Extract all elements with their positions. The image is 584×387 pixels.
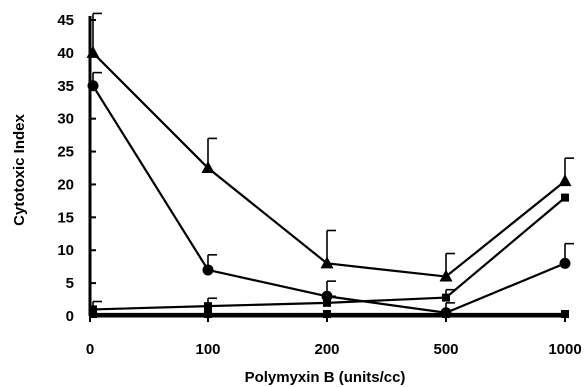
data-point-circle: [87, 80, 99, 92]
y-tick-label: 45: [57, 12, 74, 29]
data-point-triangle: [86, 45, 100, 58]
data-point-square: [89, 305, 97, 314]
y-axis-title: Cytotoxic Index: [11, 113, 28, 225]
axes: [88, 16, 566, 318]
x-axis-title: Polymyxin B (units/cc): [245, 369, 406, 386]
y-tick-label: 5: [66, 275, 74, 292]
data-point-triangle: [439, 269, 453, 282]
series-3: [89, 193, 569, 314]
series-line: [92, 85, 566, 314]
data-point-triangle: [558, 174, 572, 187]
y-tick-label: 30: [57, 111, 74, 128]
series-4: [89, 310, 569, 319]
series-line: [92, 52, 566, 278]
y-tick-label: 15: [57, 209, 74, 226]
y-tick-label: 0: [66, 308, 74, 325]
data-point-square: [204, 302, 212, 311]
y-tick-label: 10: [57, 242, 74, 259]
data-point-square: [89, 310, 97, 319]
data-point-square: [442, 310, 450, 319]
data-point-square: [323, 310, 331, 319]
data-point-square: [204, 310, 212, 319]
series-1: [86, 12, 574, 282]
x-tick-label: 0: [86, 341, 94, 358]
y-tick-label: 40: [57, 45, 74, 62]
data-point-square: [323, 298, 331, 307]
x-tick-label: 500: [433, 341, 458, 358]
data-point-triangle: [320, 256, 334, 269]
x-tick-label: 100: [195, 341, 220, 358]
y-tick-label: 20: [57, 176, 74, 193]
y-tick-label: 25: [57, 144, 74, 161]
series-group: [86, 12, 574, 319]
data-point-triangle: [201, 161, 215, 173]
data-point-square: [442, 293, 450, 302]
x-tick-label: 200: [314, 341, 339, 358]
data-point-square: [561, 193, 569, 202]
data-point-circle: [559, 257, 571, 269]
data-point-square: [561, 310, 569, 319]
x-tick-label: 1000: [548, 341, 581, 358]
y-ticks: 0 5 10 15 20 25 30 35 40 45: [57, 12, 96, 325]
error-bar: [326, 229, 336, 264]
data-point-circle: [202, 264, 214, 276]
y-tick-label: 35: [57, 78, 74, 95]
series-2: [87, 71, 574, 319]
x-ticks: 0 100 200 500 1000: [86, 316, 582, 358]
